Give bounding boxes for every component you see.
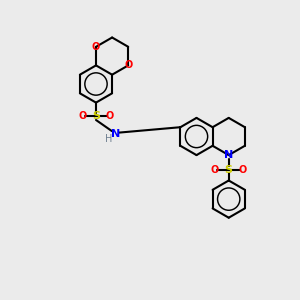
Text: O: O [106, 111, 114, 121]
Text: S: S [92, 111, 100, 121]
Text: N: N [224, 150, 233, 160]
Text: H: H [105, 134, 112, 145]
Text: O: O [124, 60, 132, 70]
Text: N: N [111, 129, 120, 139]
Text: O: O [78, 111, 86, 121]
Text: O: O [238, 164, 247, 175]
Text: S: S [225, 164, 233, 175]
Text: O: O [92, 42, 100, 52]
Text: O: O [211, 164, 219, 175]
